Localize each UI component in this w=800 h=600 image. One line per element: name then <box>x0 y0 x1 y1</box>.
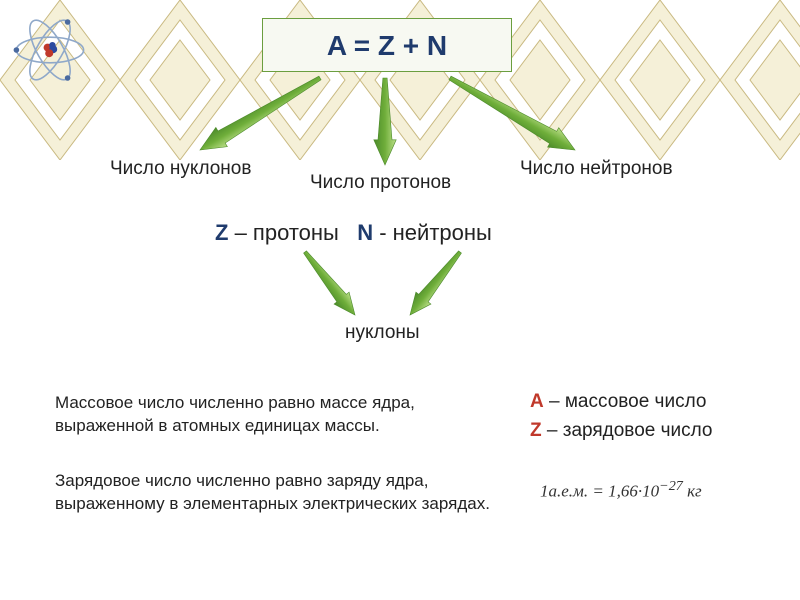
label-nucleons: нуклоны <box>345 322 420 344</box>
z-letter: Z <box>215 220 228 245</box>
paragraph-mass-number: Массовое число численно равно массе ядра… <box>55 392 475 438</box>
legend-z-letter: Z <box>530 420 542 441</box>
label-proton-count: Число протонов <box>310 172 451 194</box>
legend-a-z: A – массовое число Z – зарядовое число <box>530 388 712 445</box>
n-letter: N <box>357 220 373 245</box>
label-neutron-count: Число нейтронов <box>520 158 673 180</box>
atom-icon <box>10 10 90 90</box>
amu-equation: 1а.е.м. = 1,66·10−27 кг <box>540 478 702 502</box>
z-n-definition: Z – протоны N - нейтроны <box>215 220 492 246</box>
formula-text: A = Z + N <box>327 30 447 61</box>
legend-a-letter: A <box>530 391 544 412</box>
paragraph-charge-number: Зарядовое число численно равно заряду яд… <box>55 470 495 516</box>
formula-box: A = Z + N <box>262 18 512 72</box>
label-nucleon-count: Число нуклонов <box>110 158 251 180</box>
